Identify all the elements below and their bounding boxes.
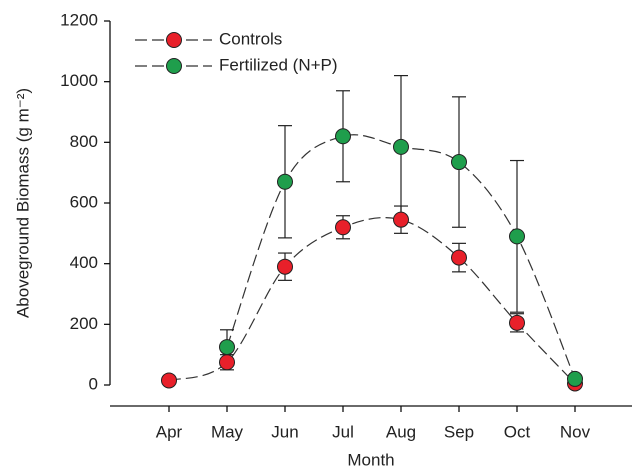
data-point (509, 228, 525, 245)
data-point (451, 154, 467, 171)
x-tick-label: Sep (444, 422, 474, 441)
series-line (168, 217, 576, 384)
x-axis-label: Month (347, 450, 394, 469)
data-point (567, 370, 583, 387)
x-tick-label: Oct (504, 422, 531, 441)
y-tick-label: 200 (70, 314, 98, 333)
x-tick-label: May (211, 422, 244, 441)
data-point (509, 314, 525, 331)
x-tick-label: Jun (271, 422, 298, 441)
y-tick-label: 800 (70, 132, 98, 151)
legend-marker (166, 32, 182, 48)
legend-marker (166, 58, 182, 74)
legend-label: Fertilized (N+P) (219, 55, 338, 74)
x-tick-label: Apr (156, 422, 183, 441)
y-tick-label: 1000 (60, 71, 98, 90)
x-tick-label: Aug (386, 422, 416, 441)
x-tick-label: Jul (332, 422, 354, 441)
x-tick-label: Nov (560, 422, 591, 441)
y-axis-label: Aboveground Biomass (g m⁻²) (13, 88, 32, 318)
y-tick-label: 600 (70, 192, 98, 211)
data-point (393, 211, 409, 228)
data-point (219, 354, 235, 371)
data-point (393, 138, 409, 155)
y-tick-label: 1200 (60, 10, 98, 29)
legend-label: Controls (219, 29, 282, 48)
data-point (277, 258, 293, 275)
y-tick-label: 0 (89, 374, 98, 393)
y-tick-label: 400 (70, 253, 98, 272)
data-point (277, 173, 293, 190)
data-point (161, 372, 177, 389)
data-point (335, 128, 351, 145)
data-point (335, 219, 351, 236)
data-point (219, 339, 235, 356)
data-point (451, 249, 467, 266)
